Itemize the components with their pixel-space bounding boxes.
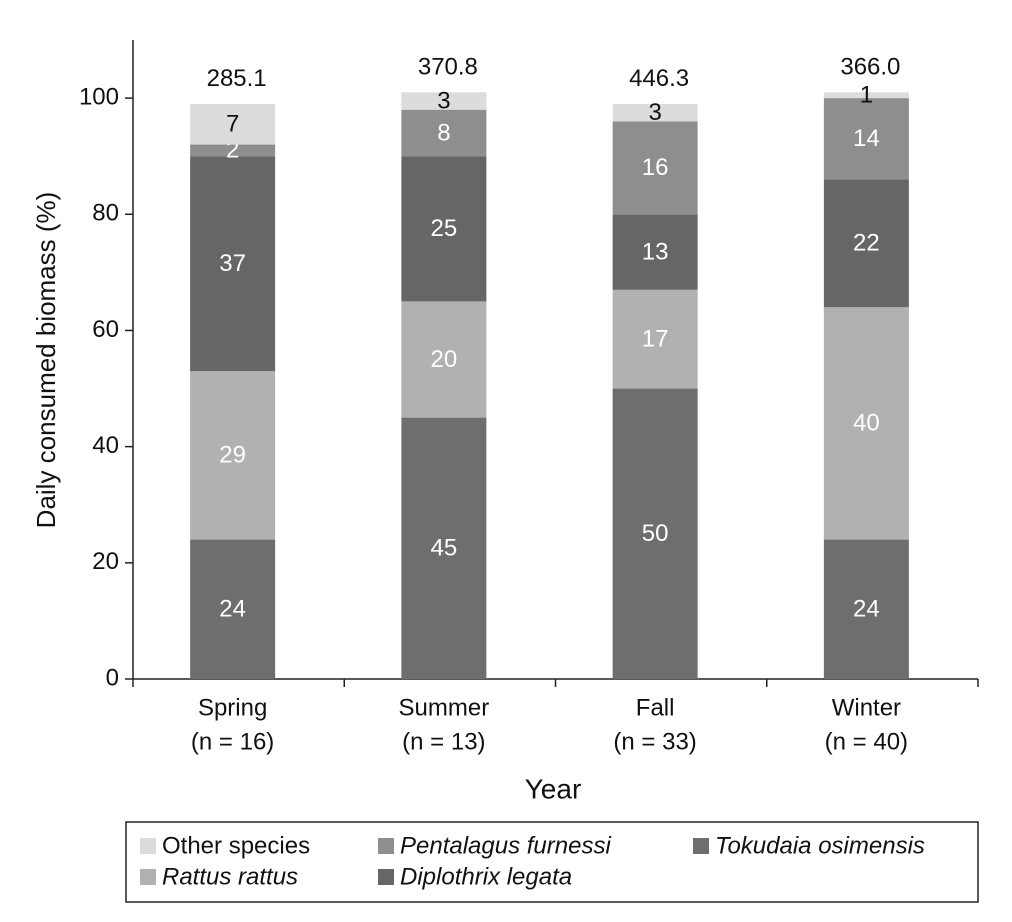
total-label: 285.1 xyxy=(207,65,267,92)
bar-segment xyxy=(401,417,487,679)
segment-label: 25 xyxy=(431,215,458,242)
bar-segment xyxy=(190,144,276,157)
segment-label: 24 xyxy=(219,596,246,623)
bar-segment xyxy=(190,371,276,540)
y-tick-label: 80 xyxy=(92,200,119,227)
y-tick-label: 0 xyxy=(106,664,119,691)
y-tick-label: 60 xyxy=(92,316,119,343)
total-label: 370.8 xyxy=(418,54,478,81)
legend-swatch xyxy=(378,838,394,854)
bar-segment xyxy=(612,103,698,122)
segment-label: 37 xyxy=(219,250,246,277)
total-label: 366.0 xyxy=(840,54,900,81)
segment-label: 14 xyxy=(853,125,880,152)
bar-segment xyxy=(401,92,487,110)
bar-segment xyxy=(612,388,698,679)
segment-label: 7 xyxy=(226,111,239,138)
bar-segment xyxy=(823,98,909,180)
bar-segment xyxy=(823,307,909,540)
segment-label: 8 xyxy=(437,119,450,146)
x-tick-label: Summer xyxy=(399,694,490,721)
x-tick-label: Winter xyxy=(832,694,901,721)
x-tick-note: (n = 33) xyxy=(613,728,696,755)
bar-segment xyxy=(190,539,276,679)
segment-label: 20 xyxy=(431,346,458,373)
bar-segment xyxy=(401,156,487,302)
legend-swatch xyxy=(693,838,709,854)
x-tick-note: (n = 13) xyxy=(402,728,485,755)
legend-label: Diplothrix legata xyxy=(400,863,572,890)
legend-box xyxy=(125,821,979,903)
bar-segment xyxy=(190,103,276,145)
segment-label: 45 xyxy=(431,535,458,562)
bar-segment xyxy=(823,92,909,99)
segment-label: 16 xyxy=(642,154,669,181)
legend-label: Pentalagus furnessi xyxy=(400,832,611,859)
y-tick-label: 20 xyxy=(92,548,119,575)
bar-segment xyxy=(190,156,276,372)
x-axis-title: Year xyxy=(525,773,582,804)
bar-segment xyxy=(401,109,487,157)
segment-label: 1 xyxy=(860,82,873,109)
bar-segment xyxy=(823,539,909,679)
segment-label: 3 xyxy=(648,99,661,126)
y-tick-label: 100 xyxy=(79,83,119,110)
legend-swatch xyxy=(378,869,394,885)
segment-label: 3 xyxy=(437,87,450,114)
y-tick-label: 40 xyxy=(92,432,119,459)
x-tick-label: Fall xyxy=(636,694,675,721)
segment-label: 22 xyxy=(853,230,880,257)
x-tick-note: (n = 16) xyxy=(191,728,274,755)
legend-swatch xyxy=(140,869,156,885)
legend-label: Rattus rattus xyxy=(162,863,298,890)
segment-label: 17 xyxy=(642,326,669,353)
legend-swatch xyxy=(140,838,156,854)
x-tick-label: Spring xyxy=(198,694,267,721)
total-label: 446.3 xyxy=(629,65,689,92)
bar-segment xyxy=(612,214,698,290)
segment-label: 29 xyxy=(219,442,246,469)
segment-label: 50 xyxy=(642,520,669,547)
bar-segment xyxy=(612,289,698,389)
x-tick-note: (n = 40) xyxy=(825,728,908,755)
bar-segment xyxy=(401,301,487,418)
bar-segment xyxy=(823,179,909,308)
legend-label: Tokudaia osimensis xyxy=(715,832,925,859)
y-axis-title: Daily consumed biomass (%) xyxy=(31,192,61,529)
segment-label: 13 xyxy=(642,238,669,265)
bar-segment xyxy=(612,121,698,215)
legend-label: Other species xyxy=(162,832,310,859)
segment-label: 24 xyxy=(853,596,880,623)
segment-label: 40 xyxy=(853,410,880,437)
